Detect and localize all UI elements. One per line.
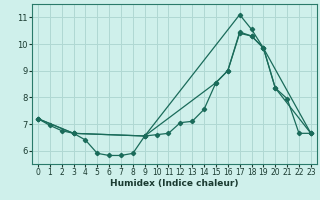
X-axis label: Humidex (Indice chaleur): Humidex (Indice chaleur) — [110, 179, 239, 188]
